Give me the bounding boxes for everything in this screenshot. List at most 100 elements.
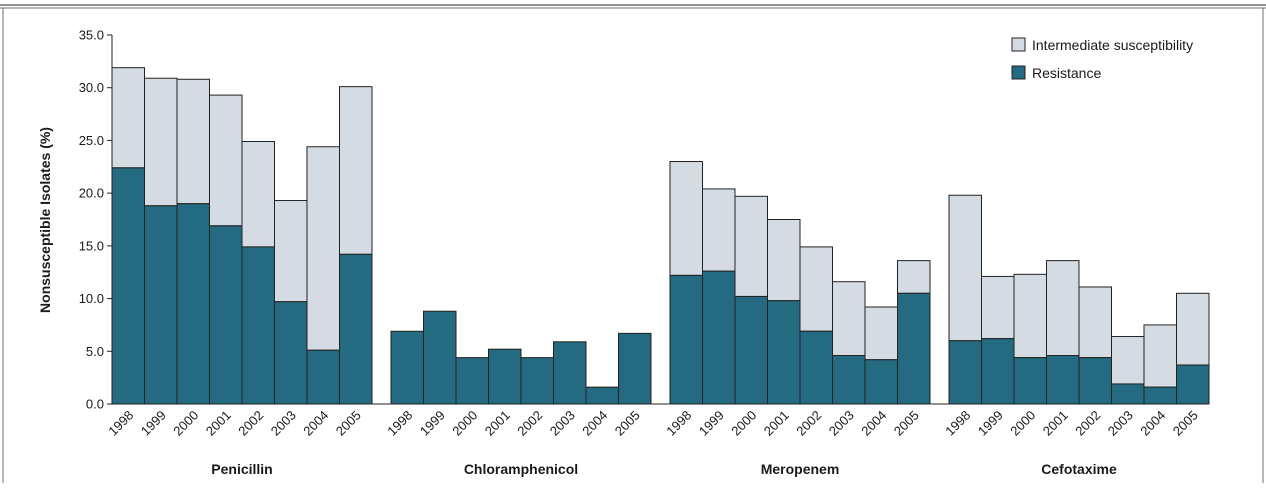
bar-resistance-chloramphenicol-2005 bbox=[618, 332, 652, 405]
bar-intermediate-meropenem-2001 bbox=[767, 219, 801, 302]
bar-intermediate-penicillin-2003 bbox=[274, 200, 308, 303]
bar-resistance-cefotaxime-1998 bbox=[948, 340, 982, 405]
legend-swatch-resistance bbox=[1011, 65, 1026, 80]
bar-resistance-penicillin-2004 bbox=[306, 349, 340, 405]
year-label: 1999 bbox=[696, 408, 727, 439]
year-label: 2001 bbox=[761, 408, 792, 439]
bar-resistance-cefotaxime-2001 bbox=[1046, 355, 1080, 405]
y-tick-label: 10.0 bbox=[79, 291, 104, 306]
y-tick-label: 25.0 bbox=[79, 133, 104, 148]
bar-resistance-cefotaxime-2003 bbox=[1111, 383, 1145, 405]
bar-intermediate-penicillin-2004 bbox=[306, 146, 340, 351]
year-label: 2005 bbox=[891, 408, 922, 439]
bar-resistance-chloramphenicol-1999 bbox=[423, 310, 457, 405]
bar-resistance-meropenem-2001 bbox=[767, 300, 801, 405]
bar-intermediate-cefotaxime-2001 bbox=[1046, 260, 1080, 357]
bar-resistance-penicillin-2001 bbox=[209, 225, 243, 405]
year-label: 2004 bbox=[1137, 408, 1168, 439]
group-label-meropenem: Meropenem bbox=[761, 461, 840, 477]
y-tick-label: 5.0 bbox=[86, 344, 104, 359]
bar-resistance-meropenem-2000 bbox=[734, 295, 768, 405]
bar-intermediate-cefotaxime-2005 bbox=[1176, 292, 1210, 366]
year-label: 2005 bbox=[1170, 408, 1201, 439]
bar-resistance-chloramphenicol-2002 bbox=[520, 357, 554, 405]
year-label: 2003 bbox=[547, 408, 578, 439]
bar-intermediate-cefotaxime-2004 bbox=[1143, 324, 1177, 388]
year-label: 2004 bbox=[858, 408, 889, 439]
y-axis-label: Nonsusceptible Isolates (%) bbox=[37, 127, 53, 313]
legend-label-resistance: Resistance bbox=[1032, 65, 1101, 81]
year-label: 1998 bbox=[942, 408, 973, 439]
bar-resistance-cefotaxime-2004 bbox=[1143, 386, 1177, 405]
bar-resistance-penicillin-2002 bbox=[241, 246, 275, 405]
bar-intermediate-cefotaxime-2000 bbox=[1013, 273, 1047, 359]
bar-resistance-meropenem-1999 bbox=[702, 270, 736, 405]
bar-resistance-chloramphenicol-2000 bbox=[455, 357, 489, 405]
bar-intermediate-penicillin-2005 bbox=[339, 86, 373, 255]
y-tick-label: 20.0 bbox=[79, 186, 104, 201]
bar-resistance-chloramphenicol-2004 bbox=[585, 386, 619, 405]
year-label: 2003 bbox=[826, 408, 857, 439]
year-label: 2003 bbox=[268, 408, 299, 439]
bar-intermediate-penicillin-2001 bbox=[209, 94, 243, 227]
bar-resistance-chloramphenicol-1998 bbox=[390, 330, 424, 405]
year-label: 2000 bbox=[170, 408, 201, 439]
bar-resistance-cefotaxime-2000 bbox=[1013, 357, 1047, 405]
x-axis-labels: 1998 1999 2000 2001 2002 2003 2004 2005Penicill… bbox=[105, 408, 1201, 477]
y-tick-label: 0.0 bbox=[86, 397, 104, 412]
bar-resistance-meropenem-2002 bbox=[799, 330, 833, 405]
year-label: 1999 bbox=[975, 408, 1006, 439]
y-tick-label: 15.0 bbox=[79, 238, 104, 253]
bar-intermediate-cefotaxime-2003 bbox=[1111, 336, 1145, 385]
bar-intermediate-penicillin-2002 bbox=[241, 140, 275, 248]
year-label: 2001 bbox=[1040, 408, 1071, 439]
bar-resistance-chloramphenicol-2001 bbox=[488, 348, 522, 405]
bar-resistance-penicillin-1999 bbox=[144, 205, 178, 405]
bar-resistance-meropenem-2005 bbox=[897, 292, 931, 405]
group-label-chloramphenicol: Chloramphenicol bbox=[464, 461, 578, 477]
group-label-penicillin: Penicillin bbox=[211, 461, 272, 477]
bar-intermediate-penicillin-1999 bbox=[144, 77, 178, 207]
bar-intermediate-cefotaxime-1998 bbox=[948, 194, 982, 342]
year-label: 2005 bbox=[333, 408, 364, 439]
bar-resistance-chloramphenicol-2003 bbox=[553, 341, 587, 405]
legend: Intermediate susceptibility Resistance bbox=[1011, 37, 1193, 81]
year-label: 2002 bbox=[1072, 408, 1103, 439]
bar-resistance-cefotaxime-2002 bbox=[1078, 357, 1112, 405]
year-label: 2000 bbox=[728, 408, 759, 439]
year-label: 2003 bbox=[1105, 408, 1136, 439]
bar-resistance-penicillin-2005 bbox=[339, 253, 373, 405]
bars bbox=[111, 67, 1210, 405]
bar-resistance-penicillin-1998 bbox=[111, 167, 145, 405]
year-label: 1999 bbox=[417, 408, 448, 439]
bar-intermediate-penicillin-1998 bbox=[111, 67, 145, 169]
bar-intermediate-meropenem-1999 bbox=[702, 188, 736, 272]
bar-intermediate-meropenem-1998 bbox=[669, 161, 703, 276]
year-label: 2004 bbox=[579, 408, 610, 439]
bar-intermediate-meropenem-2004 bbox=[864, 306, 898, 361]
legend-swatch-intermediate bbox=[1011, 37, 1026, 52]
bar-resistance-penicillin-2003 bbox=[274, 301, 308, 405]
legend-label-intermediate: Intermediate susceptibility bbox=[1032, 37, 1193, 53]
year-label: 1999 bbox=[138, 408, 169, 439]
bar-resistance-meropenem-2004 bbox=[864, 359, 898, 405]
year-label: 1998 bbox=[663, 408, 694, 439]
bar-intermediate-meropenem-2000 bbox=[734, 195, 768, 297]
bar-resistance-meropenem-1998 bbox=[669, 274, 703, 405]
year-label: 2000 bbox=[1007, 408, 1038, 439]
year-label: 2005 bbox=[612, 408, 643, 439]
bar-resistance-meropenem-2003 bbox=[832, 355, 866, 405]
y-tick-label: 35.0 bbox=[79, 28, 104, 43]
bar-resistance-cefotaxime-2005 bbox=[1176, 364, 1210, 405]
bar-intermediate-penicillin-2000 bbox=[176, 78, 210, 205]
bar-intermediate-meropenem-2003 bbox=[832, 281, 866, 357]
year-label: 2001 bbox=[203, 408, 234, 439]
bar-intermediate-cefotaxime-2002 bbox=[1078, 286, 1112, 359]
bar-intermediate-cefotaxime-1999 bbox=[981, 275, 1015, 340]
group-label-cefotaxime: Cefotaxime bbox=[1041, 461, 1117, 477]
year-label: 1998 bbox=[384, 408, 415, 439]
year-label: 2001 bbox=[482, 408, 513, 439]
bar-resistance-cefotaxime-1999 bbox=[981, 338, 1015, 405]
